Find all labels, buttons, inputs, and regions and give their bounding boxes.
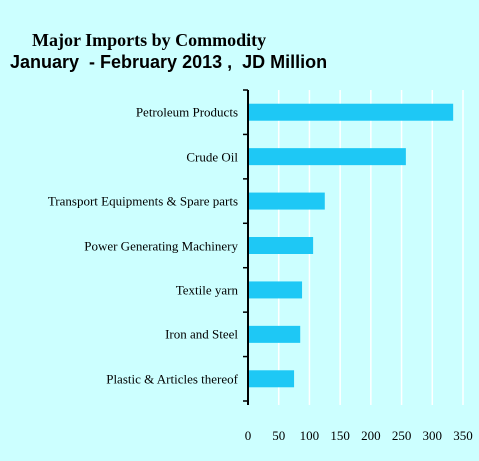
x-tick-label: 50 [272, 428, 285, 443]
bar [248, 370, 295, 388]
bar [248, 148, 406, 166]
x-tick-label: 350 [453, 428, 473, 443]
chart-subtitle: January - February 2013 , JD Million [10, 52, 328, 72]
bar [248, 237, 314, 254]
bar [248, 192, 325, 210]
x-tick-label: 300 [423, 428, 443, 443]
x-tick-label: 0 [245, 428, 252, 443]
y-tick-label: Crude Oil [186, 149, 238, 165]
bar [248, 103, 454, 121]
x-tick-label: 200 [361, 428, 381, 443]
y-tick-label: Textile yarn [175, 282, 238, 298]
y-tick-label: Iron and Steel [165, 326, 238, 342]
x-tick-label: 100 [300, 428, 320, 443]
y-tick-label: Power Generating Machinery [84, 238, 238, 253]
bar [248, 281, 303, 299]
x-tick-label: 250 [392, 428, 412, 443]
chart-title: Major Imports by Commodity [32, 30, 267, 50]
y-tick-label: Plastic & Articles thereof [106, 371, 238, 387]
y-tick-label: Transport Equipments & Spare parts [47, 193, 238, 209]
y-tick-label: Petroleum Products [135, 104, 238, 120]
bar [248, 325, 301, 343]
x-tick-label: 150 [330, 428, 350, 443]
